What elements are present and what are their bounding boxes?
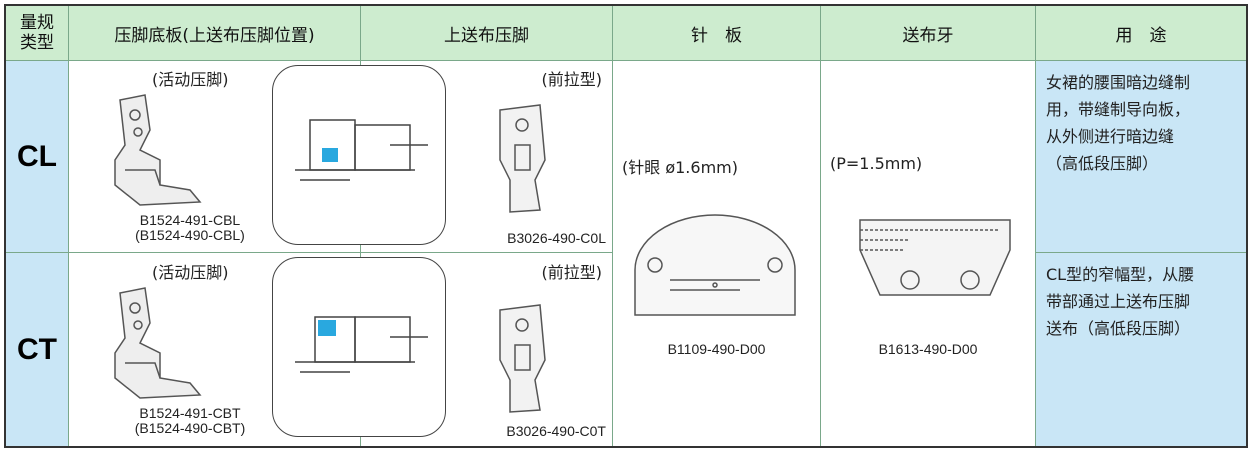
code-line: (B1524-490-CBL) xyxy=(135,227,245,243)
code-line: B1524-491-CBL xyxy=(139,212,241,228)
part-code: B3026-490-C0T xyxy=(506,423,606,439)
machine-image xyxy=(295,316,428,373)
presser-foot-image xyxy=(114,287,202,399)
note: (活动压脚) xyxy=(152,70,229,89)
header-text: 类型 xyxy=(20,33,54,53)
note: (P=1.5mm) xyxy=(830,154,923,173)
usage-line: 送布（高低段压脚） xyxy=(1046,319,1191,338)
illustration-frame xyxy=(272,65,446,245)
table-border xyxy=(4,4,1248,448)
note: (针眼 ø1.6mm) xyxy=(622,158,738,177)
feed-foot-image xyxy=(499,104,546,213)
part-code: B1613-490-D00 xyxy=(878,341,978,357)
part-code: B3026-490-C0L xyxy=(507,230,606,246)
needle-plate-image xyxy=(634,214,796,316)
gauge-cell: CL xyxy=(5,60,69,253)
usage-line: 女裙的腰围暗边缝制 xyxy=(1046,73,1191,92)
machine-image xyxy=(295,119,428,181)
usage-cell: CL型的窄幅型，从腰 带部通过上送布压脚 送布（高低段压脚） xyxy=(1035,252,1247,447)
usage-line: 带部通过上送布压脚 xyxy=(1046,292,1191,311)
feed-foot-image xyxy=(499,304,546,413)
gauge-cell: CT xyxy=(5,252,69,447)
code-line: B1524-491-CBT xyxy=(139,405,241,421)
usage-line: CL型的窄幅型，从腰 xyxy=(1046,265,1195,284)
feed-dog-image xyxy=(859,219,1011,296)
part-code: B1109-490-D00 xyxy=(667,341,766,357)
illustration-frame xyxy=(272,257,446,437)
presser-foot-image xyxy=(114,94,202,206)
note: (前拉型) xyxy=(541,263,603,282)
note: (活动压脚) xyxy=(152,263,229,282)
header-text: 量规 xyxy=(20,13,54,33)
part-code: B1524-491-CBL (B1524-490-CBL) xyxy=(110,213,270,243)
usage-line: 用，带缝制导向板， xyxy=(1046,100,1191,119)
usage-cell: 女裙的腰围暗边缝制 用，带缝制导向板， 从外侧进行暗边缝 （高低段压脚） xyxy=(1035,60,1247,253)
usage-line: （高低段压脚） xyxy=(1046,154,1159,173)
code-line: (B1524-490-CBT) xyxy=(134,420,246,436)
usage-line: 从外侧进行暗边缝 xyxy=(1046,127,1175,146)
header-cell: 量规 类型 xyxy=(5,5,69,61)
part-code: B1524-491-CBT (B1524-490-CBT) xyxy=(110,406,270,436)
note: (前拉型) xyxy=(541,70,603,89)
